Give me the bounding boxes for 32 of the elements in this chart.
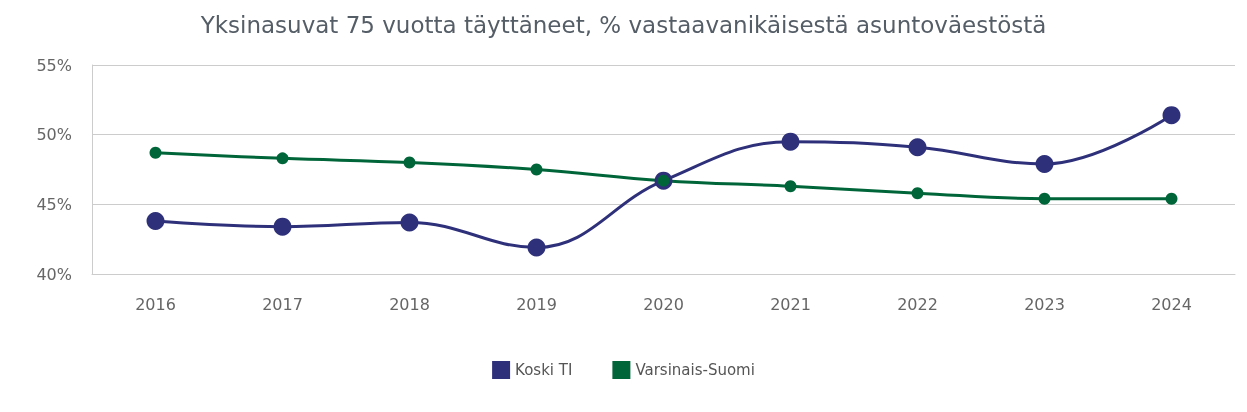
y-tick-label: 40% xyxy=(36,264,72,284)
x-tick-label: 2019 xyxy=(516,294,557,314)
point xyxy=(1035,154,1054,173)
point xyxy=(403,156,416,169)
y-tick-label: 50% xyxy=(36,125,72,145)
point xyxy=(911,187,924,200)
point xyxy=(1162,106,1181,125)
point xyxy=(273,217,292,236)
point xyxy=(530,163,543,176)
point xyxy=(1165,192,1178,205)
point xyxy=(781,132,800,151)
legend-label: Varsinais-Suomi xyxy=(635,361,755,379)
y-tick-label: 55% xyxy=(36,55,72,75)
chart-title: Yksinasuvat 75 vuotta täyttäneet, % vastaavanikäisestä asuntoväestöstä xyxy=(199,11,1047,38)
point xyxy=(527,238,546,257)
x-tick-label: 2021 xyxy=(770,294,811,314)
point xyxy=(146,212,165,231)
point xyxy=(1038,192,1051,205)
point xyxy=(784,180,797,193)
x-tick-label: 2017 xyxy=(262,294,303,314)
point xyxy=(400,213,419,232)
y-tick-label: 45% xyxy=(36,194,72,214)
x-tick-label: 2020 xyxy=(643,294,684,314)
legend-label: Koski TI xyxy=(515,361,573,379)
x-tick-label: 2022 xyxy=(897,294,938,314)
x-tick-label: 2023 xyxy=(1024,294,1065,314)
x-tick-label: 2018 xyxy=(389,294,430,314)
point xyxy=(908,138,927,157)
point xyxy=(276,152,289,165)
point xyxy=(149,146,162,159)
x-tick-label: 2016 xyxy=(135,294,176,314)
x-tick-label: 2024 xyxy=(1151,294,1192,314)
